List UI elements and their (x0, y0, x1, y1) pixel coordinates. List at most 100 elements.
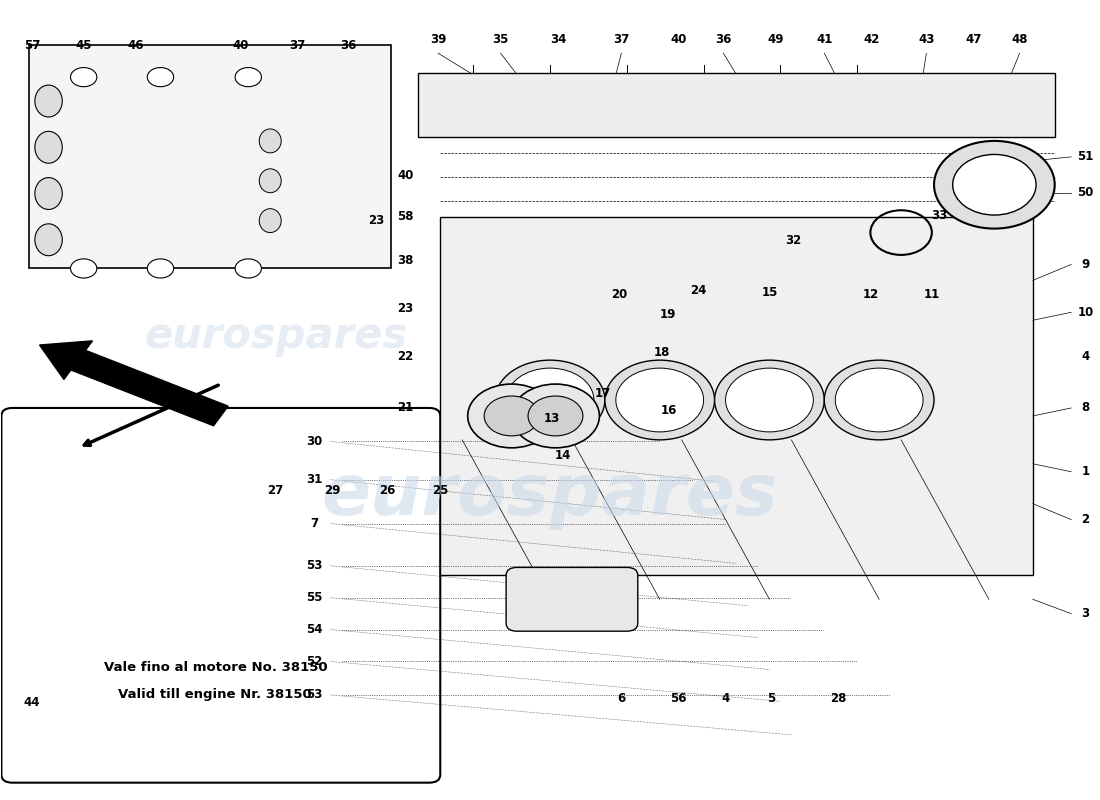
Text: 52: 52 (306, 655, 322, 668)
Text: 4: 4 (722, 693, 729, 706)
Text: 9: 9 (1081, 258, 1090, 271)
Ellipse shape (35, 85, 63, 117)
Text: 5: 5 (768, 693, 776, 706)
Text: 2: 2 (1081, 513, 1089, 526)
Text: 24: 24 (690, 284, 706, 298)
Text: 53: 53 (306, 689, 322, 702)
Text: 46: 46 (126, 38, 143, 52)
Text: 48: 48 (1011, 33, 1027, 46)
Text: 6: 6 (617, 693, 626, 706)
Ellipse shape (35, 131, 63, 163)
Text: 36: 36 (715, 33, 732, 46)
Text: 37: 37 (289, 38, 306, 52)
Circle shape (468, 384, 556, 448)
Text: 54: 54 (306, 623, 322, 636)
Text: 27: 27 (267, 483, 284, 497)
Text: 34: 34 (551, 33, 566, 46)
Text: 19: 19 (659, 308, 675, 321)
Text: 44: 44 (24, 697, 41, 710)
Text: 45: 45 (76, 38, 92, 52)
Text: 43: 43 (918, 33, 935, 46)
Text: 35: 35 (493, 33, 509, 46)
Text: 28: 28 (830, 693, 847, 706)
Text: 22: 22 (397, 350, 414, 362)
Text: 50: 50 (1077, 186, 1093, 199)
Text: 53: 53 (306, 559, 322, 572)
Text: 18: 18 (653, 346, 670, 358)
Text: 16: 16 (660, 404, 676, 417)
Ellipse shape (35, 224, 63, 256)
FancyArrow shape (40, 341, 228, 426)
Text: 49: 49 (768, 33, 784, 46)
Text: 51: 51 (1077, 150, 1093, 163)
Text: 31: 31 (306, 474, 322, 486)
Circle shape (726, 368, 813, 432)
Text: 13: 13 (544, 412, 560, 425)
Circle shape (715, 360, 824, 440)
Text: 42: 42 (864, 33, 880, 46)
Text: 29: 29 (324, 483, 341, 497)
Text: 25: 25 (432, 483, 449, 497)
FancyBboxPatch shape (1, 408, 440, 782)
Text: eurospares: eurospares (144, 315, 407, 358)
Text: 14: 14 (556, 450, 571, 462)
Text: 40: 40 (232, 38, 249, 52)
Text: 37: 37 (613, 33, 629, 46)
Text: 30: 30 (306, 435, 322, 448)
Ellipse shape (260, 129, 282, 153)
Text: 26: 26 (379, 483, 396, 497)
Text: 23: 23 (397, 302, 414, 315)
Text: 20: 20 (610, 288, 627, 302)
Circle shape (605, 360, 715, 440)
Ellipse shape (260, 169, 282, 193)
Text: 32: 32 (785, 234, 802, 247)
Circle shape (147, 259, 174, 278)
Circle shape (512, 384, 600, 448)
Text: 55: 55 (306, 591, 322, 604)
Text: Vale fino al motore No. 38150: Vale fino al motore No. 38150 (103, 661, 327, 674)
Text: 47: 47 (966, 33, 981, 46)
Text: 15: 15 (761, 286, 778, 299)
Text: 23: 23 (368, 214, 385, 227)
Circle shape (147, 67, 174, 86)
Circle shape (70, 259, 97, 278)
Text: 41: 41 (816, 33, 833, 46)
Text: 40: 40 (397, 169, 414, 182)
Text: 11: 11 (924, 288, 940, 302)
Circle shape (495, 360, 605, 440)
Text: 21: 21 (397, 402, 414, 414)
Text: 38: 38 (397, 254, 414, 267)
Ellipse shape (260, 209, 282, 233)
Text: 58: 58 (397, 210, 414, 223)
Bar (29, 46, 390, 269)
Text: 3: 3 (1081, 607, 1089, 620)
Circle shape (934, 141, 1055, 229)
Text: 8: 8 (1081, 402, 1090, 414)
Text: 39: 39 (430, 33, 447, 46)
Circle shape (835, 368, 923, 432)
Circle shape (235, 259, 262, 278)
Circle shape (824, 360, 934, 440)
FancyBboxPatch shape (506, 567, 638, 631)
FancyBboxPatch shape (440, 217, 1033, 575)
Ellipse shape (35, 178, 63, 210)
Text: 57: 57 (24, 38, 41, 52)
Text: Valid till engine Nr. 38150: Valid till engine Nr. 38150 (119, 689, 312, 702)
Text: 56: 56 (670, 693, 686, 706)
Text: 33: 33 (932, 209, 947, 222)
Text: 12: 12 (862, 288, 879, 302)
Text: 1: 1 (1081, 466, 1089, 478)
Circle shape (235, 67, 262, 86)
Circle shape (506, 368, 594, 432)
Text: 17: 17 (594, 387, 610, 400)
Circle shape (484, 396, 539, 436)
Circle shape (616, 368, 704, 432)
Text: 10: 10 (1077, 306, 1093, 319)
FancyBboxPatch shape (418, 73, 1055, 137)
Circle shape (70, 67, 97, 86)
Text: 40: 40 (670, 33, 686, 46)
Text: 7: 7 (310, 517, 318, 530)
Text: 4: 4 (1081, 350, 1090, 362)
Text: 36: 36 (340, 38, 356, 52)
Circle shape (953, 154, 1036, 215)
